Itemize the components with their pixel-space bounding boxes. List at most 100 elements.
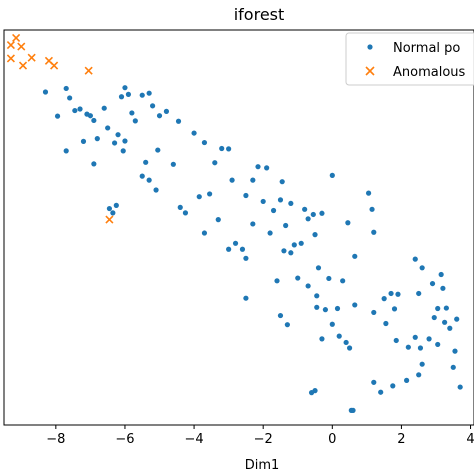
normal-point bbox=[435, 341, 441, 348]
normal-point bbox=[346, 345, 353, 351]
normal-point bbox=[243, 192, 249, 199]
normal-point bbox=[378, 389, 384, 395]
anomalous-point bbox=[105, 215, 114, 224]
normal-point bbox=[305, 283, 311, 289]
normal-point bbox=[429, 280, 436, 287]
normal-point bbox=[419, 265, 425, 271]
normal-point bbox=[105, 125, 111, 131]
legend-anomalous-marker bbox=[365, 66, 375, 76]
normal-point bbox=[219, 145, 225, 152]
normal-point bbox=[350, 407, 356, 413]
normal-point bbox=[295, 275, 301, 281]
anomalous-point bbox=[17, 42, 26, 51]
normal-point bbox=[255, 164, 261, 170]
normal-point bbox=[426, 336, 432, 342]
normal-point bbox=[270, 207, 277, 214]
normal-point bbox=[383, 320, 389, 327]
anomalous-point bbox=[12, 33, 21, 42]
normal-point bbox=[419, 361, 425, 367]
normal-point bbox=[457, 384, 463, 390]
normal-point bbox=[110, 210, 116, 216]
normal-point bbox=[101, 105, 107, 111]
normal-point bbox=[369, 206, 375, 212]
normal-point bbox=[279, 179, 285, 185]
normal-point bbox=[334, 305, 341, 312]
normal-point bbox=[132, 118, 138, 124]
anomalous-point bbox=[84, 66, 93, 75]
x-tick-label: −4 bbox=[184, 432, 203, 447]
normal-point bbox=[371, 379, 377, 385]
normal-point bbox=[201, 139, 208, 146]
normal-point bbox=[416, 372, 422, 378]
normal-point bbox=[365, 190, 372, 196]
normal-point bbox=[314, 293, 320, 299]
normal-point bbox=[77, 106, 83, 112]
x-tick-label: 0 bbox=[328, 432, 336, 447]
normal-point bbox=[143, 159, 149, 165]
normal-point bbox=[260, 198, 266, 205]
normal-point bbox=[438, 271, 444, 278]
normal-point bbox=[91, 161, 97, 167]
normal-point bbox=[298, 240, 304, 246]
normal-point bbox=[146, 90, 152, 96]
legend-anomalous-label: Anomalous bbox=[393, 65, 466, 80]
legend-normal-marker bbox=[367, 44, 373, 50]
normal-point bbox=[177, 204, 183, 210]
normal-point bbox=[196, 194, 202, 200]
normal-point bbox=[440, 285, 446, 291]
normal-point bbox=[170, 161, 176, 167]
anomalous-point bbox=[18, 61, 28, 70]
normal-point bbox=[329, 172, 335, 178]
normal-point bbox=[120, 148, 126, 154]
normal-point bbox=[175, 118, 182, 124]
normal-point bbox=[201, 230, 208, 236]
normal-point bbox=[42, 89, 49, 95]
normal-point bbox=[391, 306, 398, 312]
normal-point bbox=[312, 232, 318, 238]
normal-point bbox=[63, 85, 69, 92]
x-tick-label: −6 bbox=[115, 432, 134, 447]
normal-point bbox=[281, 248, 287, 254]
normal-point bbox=[182, 210, 189, 216]
normal-point bbox=[352, 253, 358, 259]
normal-point bbox=[326, 275, 332, 282]
normal-point bbox=[215, 217, 221, 223]
normal-point bbox=[94, 136, 100, 142]
anomalous-point bbox=[6, 40, 15, 50]
normal-point bbox=[283, 222, 289, 229]
normal-point bbox=[288, 250, 294, 256]
legend: Normal po Anomalous bbox=[345, 32, 474, 86]
normal-point bbox=[63, 148, 69, 154]
normal-point bbox=[329, 321, 335, 327]
normal-point bbox=[442, 319, 448, 325]
normal-point bbox=[274, 278, 280, 284]
normal-point bbox=[447, 325, 453, 331]
normal-point bbox=[229, 177, 235, 183]
normal-point bbox=[319, 336, 325, 342]
normal-point bbox=[156, 113, 163, 119]
normal-point bbox=[267, 230, 273, 236]
normal-point bbox=[155, 147, 161, 153]
normal-point bbox=[80, 138, 87, 144]
normal-point bbox=[243, 255, 249, 261]
normal-point bbox=[139, 92, 145, 98]
normal-point bbox=[288, 200, 294, 207]
normal-point bbox=[308, 390, 315, 396]
normal-point bbox=[139, 173, 145, 179]
normal-point bbox=[226, 246, 232, 252]
normal-point bbox=[129, 110, 135, 116]
normal-point bbox=[125, 91, 132, 97]
normal-point bbox=[319, 210, 325, 216]
normal-point bbox=[239, 246, 246, 252]
normal-point bbox=[404, 377, 410, 383]
normal-point bbox=[243, 295, 249, 301]
normal-point bbox=[412, 334, 418, 340]
x-axis: −8 −6 −4 −2 0 2 4 bbox=[46, 425, 474, 447]
normal-point bbox=[284, 322, 290, 328]
normal-point bbox=[106, 205, 113, 212]
normal-point bbox=[264, 165, 270, 171]
normal-point bbox=[191, 130, 197, 136]
normal-point bbox=[146, 177, 152, 183]
normal-point bbox=[72, 107, 78, 114]
normal-point bbox=[87, 113, 93, 119]
